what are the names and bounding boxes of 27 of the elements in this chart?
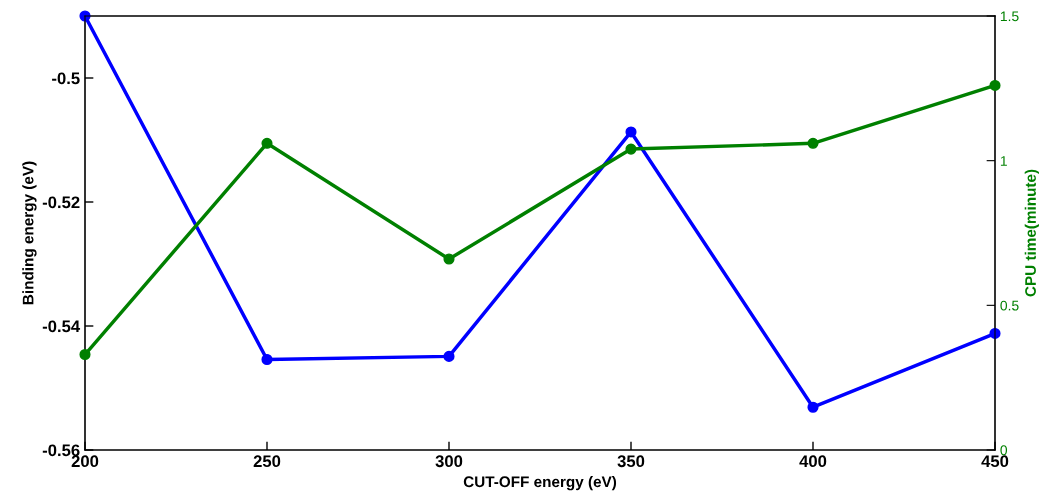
y-tick-label: -0.52 [42,196,80,209]
point [261,137,273,149]
point [989,79,1001,91]
y2-tick-label: 1 [1000,156,1007,166]
y-tick-label: -0.5 [52,72,80,85]
point [79,348,91,361]
point [443,350,455,362]
point [807,137,819,149]
x-tick-label: 200 [71,455,99,468]
x-tick-label: 400 [799,455,827,468]
x-tick-label: 300 [435,455,463,468]
y2-axis-title: CPU time(minute) [1024,169,1039,297]
y2-tick-label: 0.5 [1000,300,1019,311]
x-tick-label: 350 [617,455,645,468]
point [625,143,637,155]
y-tick-label: -0.54 [42,320,81,333]
y-tick-label: -0.56 [42,444,80,457]
point [443,253,455,265]
point [807,401,819,413]
point [625,126,637,138]
y-axis-title: Binding energy (eV) [22,161,37,305]
x-axis-title: CUT-OFF energy (eV) [463,475,617,491]
x-tick-label: 450 [981,455,1009,468]
point [261,353,273,366]
x-tick-label: 250 [253,455,281,468]
y2-tick-label: 1.5 [1000,11,1019,22]
y2-tick-label: 0 [1000,445,1008,456]
